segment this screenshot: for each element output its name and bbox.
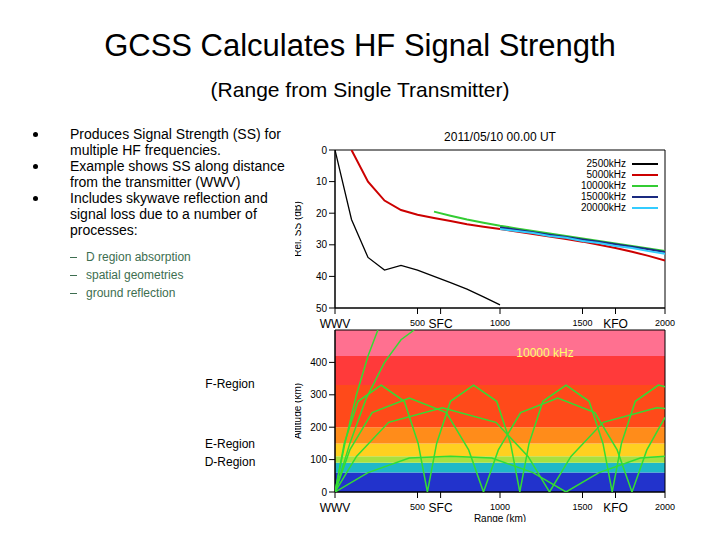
html-text:GCSS Calculates HF Signal Stre: GCSS Calculates HF Signal Strength <box>104 28 616 63</box>
html-text:10000kHz: 10000kHz <box>581 180 626 191</box>
svg-text:100: 100 <box>310 454 327 465</box>
html-text:ground reflection: ground reflection <box>86 286 176 300</box>
svg-text:0: 0 <box>321 145 327 156</box>
svg-text:KFO: KFO <box>603 501 628 515</box>
svg-text:2000: 2000 <box>655 318 675 328</box>
html-text:5000kHz: 5000kHz <box>586 169 626 180</box>
html-text:F-Region: F-Region <box>205 377 255 391</box>
html-text:D region absorption: D region absorption <box>86 250 191 264</box>
html-text:Example shows SS along distanc: Example shows SS along distance from the… <box>70 158 285 190</box>
svg-text:Rel. SS (dB): Rel. SS (dB) <box>295 201 303 257</box>
svg-text:10: 10 <box>316 176 328 187</box>
html-text:15000kHz: 15000kHz <box>581 191 626 202</box>
svg-text:SFC: SFC <box>429 501 453 515</box>
svg-text:SFC: SFC <box>429 317 453 330</box>
html-text:Produces Signal Strength (SS): Produces Signal Strength (SS) for multip… <box>70 126 281 158</box>
svg-text:Altitude (km): Altitude (km) <box>295 383 303 439</box>
svg-text:200: 200 <box>310 422 327 433</box>
html-text:2500kHz: 2500kHz <box>586 158 626 169</box>
html-text:D-Region: D-Region <box>204 455 256 469</box>
html-text:20000kHz: 20000kHz <box>581 202 626 213</box>
svg-text:20: 20 <box>316 208 328 219</box>
svg-text:300: 300 <box>310 389 327 400</box>
html-text:(Range from Single Transmitter: (Range from Single Transmitter) <box>210 78 510 101</box>
svg-text:Range (km): Range (km) <box>474 513 526 522</box>
svg-text:WWV: WWV <box>320 501 351 515</box>
svg-text:1000: 1000 <box>490 318 510 328</box>
svg-text:30: 30 <box>316 239 328 250</box>
svg-text:400: 400 <box>310 357 327 368</box>
svg-text:KFO: KFO <box>603 317 628 330</box>
svg-text:500: 500 <box>410 502 425 512</box>
svg-text:1000: 1000 <box>490 502 510 512</box>
svg-text:40: 40 <box>316 271 328 282</box>
html-text:10000 kHz: 10000 kHz <box>516 346 574 360</box>
svg-text:500: 500 <box>410 318 425 328</box>
svg-text:50: 50 <box>316 303 328 314</box>
svg-text:0: 0 <box>321 487 327 498</box>
svg-text:1500: 1500 <box>572 318 592 328</box>
html-text:spatial geometries: spatial geometries <box>86 268 184 282</box>
html-text:Includes skywave reflection an: Includes skywave reflection and signal l… <box>70 190 268 238</box>
svg-text:1500: 1500 <box>572 502 592 512</box>
svg-text:WWV: WWV <box>320 317 351 330</box>
html-text:2011/05/10 00.00 UT: 2011/05/10 00.00 UT <box>444 130 556 144</box>
html-text:E-Region: E-Region <box>205 437 255 451</box>
svg-text:2000: 2000 <box>655 502 675 512</box>
